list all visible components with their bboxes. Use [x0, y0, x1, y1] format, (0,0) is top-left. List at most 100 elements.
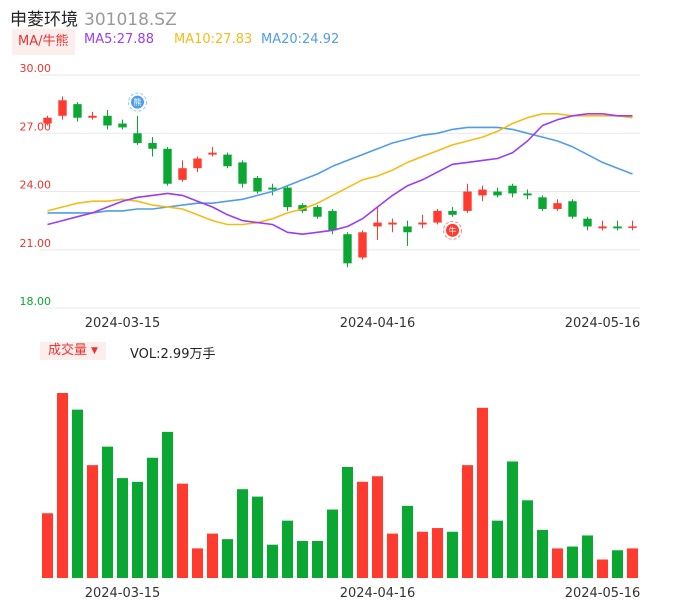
volume-bar	[192, 548, 203, 578]
candle-body	[403, 226, 412, 233]
candle	[43, 115, 52, 126]
candle-body	[343, 234, 352, 264]
candle-body	[328, 210, 337, 231]
candle-body	[58, 100, 67, 116]
candle	[553, 199, 562, 211]
marker-dot	[131, 95, 144, 109]
candle	[283, 185, 292, 211]
ma20-line	[47, 126, 633, 214]
candle-body	[118, 123, 127, 128]
marker-ring	[443, 220, 462, 240]
volume-bar	[297, 541, 308, 578]
moving-average-lines	[47, 113, 633, 235]
candle	[163, 146, 172, 186]
y-tick-label: 18.00	[20, 295, 52, 308]
candle	[628, 220, 637, 231]
candle	[58, 96, 67, 120]
candle-body	[103, 115, 112, 126]
candle-body	[313, 207, 322, 217]
volume-value-label: VOL:2.99万手	[130, 347, 216, 362]
x-tick-label: 2024-03-15	[85, 586, 161, 601]
candle-body	[133, 133, 142, 143]
candle	[508, 183, 517, 198]
candle-body	[178, 168, 187, 180]
price-y-axis: 30.00 27.00 24.00 21.00 18.00	[20, 62, 52, 308]
volume-bar	[42, 513, 53, 578]
volume-bar	[312, 541, 323, 578]
volume-bar	[132, 481, 143, 578]
candle	[268, 183, 277, 196]
candle	[463, 183, 472, 213]
candle	[148, 137, 157, 157]
volume-bar	[357, 481, 368, 578]
volume-bar	[432, 528, 443, 578]
ma10-line	[47, 113, 633, 226]
candle	[193, 156, 202, 173]
volume-bar	[267, 544, 278, 578]
volume-bar	[207, 533, 218, 578]
candle	[538, 195, 547, 211]
volume-bar	[627, 548, 638, 578]
x-tick-label: 2024-04-16	[340, 586, 416, 601]
volume-bar	[537, 529, 548, 578]
ma-indicator-button[interactable]: MA/牛熊	[12, 29, 75, 55]
volume-button-label: 成交量	[48, 343, 88, 358]
volume-bar	[237, 489, 248, 578]
candle-body	[583, 218, 592, 227]
ma10-legend: MA10:27.83	[174, 32, 253, 47]
candle-body	[478, 189, 487, 196]
y-tick-label: 21.00	[20, 237, 52, 250]
caret-down-icon: ▼	[91, 346, 98, 356]
volume-bar	[162, 431, 173, 578]
candle	[313, 205, 322, 219]
ma5-line	[47, 113, 633, 235]
candle	[133, 115, 142, 145]
candle-body	[358, 232, 367, 258]
candle-body	[388, 222, 397, 225]
candle-body	[193, 158, 202, 169]
candle	[103, 109, 112, 130]
marker-label: 牛	[449, 225, 457, 235]
candle-body	[523, 193, 532, 196]
volume-bar	[597, 559, 608, 578]
candle-body	[613, 226, 622, 229]
volume-bar	[87, 465, 98, 578]
candle-body	[448, 210, 457, 215]
volume-bar	[252, 496, 263, 578]
candle	[598, 220, 607, 231]
candle	[88, 111, 97, 120]
stock-code: 301018.SZ	[84, 10, 177, 30]
volume-bar	[147, 457, 158, 578]
volume-bar	[57, 393, 68, 578]
candle	[253, 175, 262, 194]
candle-body	[148, 142, 157, 149]
candle-body	[433, 210, 442, 223]
volume-bar	[387, 533, 398, 578]
volume-bar	[372, 476, 383, 578]
bull-bear-markers: 熊牛	[128, 92, 462, 240]
candle-body	[43, 117, 52, 124]
volume-bars	[42, 393, 638, 578]
candle	[238, 160, 247, 188]
volume-indicator-button[interactable]: 成交量 ▼	[40, 342, 106, 360]
volume-bar	[612, 550, 623, 578]
candle-body	[418, 222, 427, 225]
candle-body	[628, 226, 637, 228]
candle	[118, 119, 127, 130]
x-tick-label: 2024-03-15	[85, 316, 161, 331]
candle	[178, 160, 187, 182]
candle-body	[598, 226, 607, 229]
candle-body	[463, 191, 472, 211]
candle	[223, 152, 232, 169]
marker-dot	[446, 223, 459, 237]
volume-bar	[447, 531, 458, 578]
candle	[418, 214, 427, 229]
candle	[523, 189, 532, 200]
volume-bar	[117, 478, 128, 578]
candlestick-series	[43, 96, 637, 268]
volume-bar	[102, 446, 113, 578]
volume-bar	[507, 461, 518, 578]
y-tick-label: 30.00	[20, 62, 52, 75]
volume-bar	[417, 531, 428, 578]
x-tick-label: 2024-05-16	[565, 316, 641, 331]
